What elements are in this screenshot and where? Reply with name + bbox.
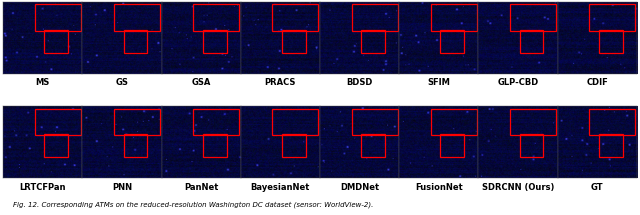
Text: BDSD: BDSD <box>346 78 372 87</box>
Bar <box>273 4 319 31</box>
Text: FusionNet: FusionNet <box>415 183 463 192</box>
Bar <box>282 29 306 52</box>
Bar <box>44 29 68 52</box>
Bar <box>361 134 385 157</box>
Bar <box>203 134 227 157</box>
Bar <box>599 134 623 157</box>
Text: GSA: GSA <box>191 78 211 87</box>
Bar <box>35 4 81 31</box>
Bar <box>35 109 81 135</box>
Bar <box>352 109 397 135</box>
Bar <box>114 4 160 31</box>
Bar <box>193 109 239 135</box>
Bar <box>124 29 147 52</box>
Text: CDIF: CDIF <box>586 78 608 87</box>
Text: GT: GT <box>591 183 604 192</box>
Text: BayesianNet: BayesianNet <box>251 183 310 192</box>
Bar <box>589 109 636 135</box>
Text: Fig. 12. Corresponding ATMs on the reduced-resolution Washington DC dataset (sen: Fig. 12. Corresponding ATMs on the reduc… <box>13 201 373 208</box>
Text: PRACS: PRACS <box>265 78 296 87</box>
Text: PNN: PNN <box>112 183 132 192</box>
Text: SFIM: SFIM <box>428 78 450 87</box>
Text: GLP-CBD: GLP-CBD <box>497 78 539 87</box>
Bar <box>273 109 319 135</box>
Text: MS: MS <box>36 78 50 87</box>
Bar <box>510 4 556 31</box>
Text: GS: GS <box>116 78 129 87</box>
Bar <box>589 4 636 31</box>
Text: PanNet: PanNet <box>184 183 218 192</box>
Bar <box>510 109 556 135</box>
Bar <box>352 4 397 31</box>
Bar <box>282 134 306 157</box>
Bar <box>431 109 477 135</box>
Bar <box>520 29 543 52</box>
Bar <box>431 4 477 31</box>
Bar <box>114 109 160 135</box>
Bar <box>440 29 464 52</box>
Bar <box>44 134 68 157</box>
Text: LRTCFPan: LRTCFPan <box>20 183 66 192</box>
Bar <box>124 134 147 157</box>
Bar <box>440 134 464 157</box>
Text: DMDNet: DMDNet <box>340 183 379 192</box>
Bar <box>520 134 543 157</box>
Bar <box>599 29 623 52</box>
Text: SDRCNN (Ours): SDRCNN (Ours) <box>482 183 554 192</box>
Bar <box>193 4 239 31</box>
Bar <box>361 29 385 52</box>
Bar <box>203 29 227 52</box>
